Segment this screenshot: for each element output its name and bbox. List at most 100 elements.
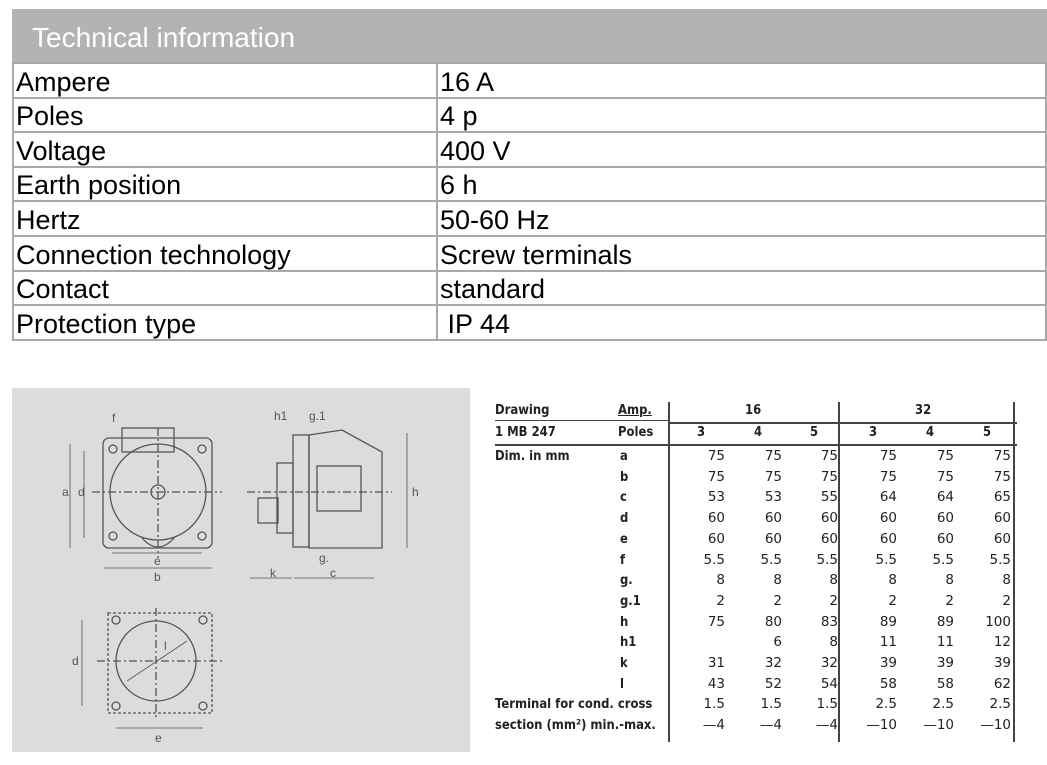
dimension-value: 75 bbox=[879, 468, 897, 485]
dimension-value: 12 bbox=[993, 634, 1011, 651]
label-b: b bbox=[154, 570, 161, 584]
dimension-value: 75 bbox=[707, 448, 725, 464]
dimension-key: g. bbox=[620, 572, 633, 589]
dimension-value: 80 bbox=[764, 613, 782, 630]
tech-row: Contact standard bbox=[12, 269, 1047, 307]
dimension-value: 83 bbox=[820, 613, 838, 630]
dimension-value: 75 bbox=[764, 468, 782, 485]
label-d: d bbox=[78, 485, 85, 499]
label-e: e bbox=[154, 554, 161, 568]
label-c: c bbox=[330, 566, 336, 580]
divider bbox=[668, 402, 670, 742]
dimension-value: 75 bbox=[993, 468, 1011, 485]
dimension-value: 58 bbox=[879, 675, 897, 692]
dimension-value: 64 bbox=[936, 489, 954, 506]
dimension-value: 75 bbox=[820, 448, 838, 464]
label-g: g. bbox=[319, 551, 329, 565]
poles-header: 3 bbox=[869, 424, 878, 440]
terminal-max: —10 bbox=[980, 717, 1011, 734]
dimension-key: l bbox=[620, 675, 624, 692]
dimension-value: 60 bbox=[707, 530, 725, 547]
divider bbox=[495, 444, 1017, 446]
dimension-key: h bbox=[620, 613, 629, 630]
dimension-value: 8 bbox=[829, 572, 838, 589]
terminal-min: 2.5 bbox=[989, 696, 1011, 713]
dimension-value: 8 bbox=[829, 634, 838, 651]
dimension-key: e bbox=[620, 530, 628, 547]
dimension-value: 53 bbox=[707, 489, 725, 506]
dimension-value: 5.5 bbox=[932, 551, 954, 568]
dimension-value: 2 bbox=[888, 592, 897, 609]
dimension-value: 75 bbox=[993, 448, 1011, 464]
terminal-max: —4 bbox=[815, 717, 838, 734]
tech-value: standard bbox=[436, 269, 1047, 307]
drawing-label: Drawing bbox=[495, 402, 550, 418]
dim-label: Dim. in mm bbox=[495, 448, 570, 464]
tech-row: Poles 4 p bbox=[12, 96, 1047, 134]
dimension-value: 75 bbox=[936, 468, 954, 485]
poles-header: 5 bbox=[983, 424, 992, 440]
dimension-value: 8 bbox=[945, 572, 954, 589]
amp-label: Amp. bbox=[618, 402, 652, 418]
dimension-key: d bbox=[620, 510, 629, 527]
dimension-value: 100 bbox=[985, 613, 1011, 630]
dimension-value: 2 bbox=[945, 592, 954, 609]
label-h1: h1 bbox=[274, 409, 288, 423]
terminal-min: 1.5 bbox=[760, 696, 782, 713]
poles-header: 3 bbox=[697, 424, 706, 440]
dimension-value: 52 bbox=[764, 675, 782, 692]
label-e-cutout: e bbox=[155, 731, 162, 745]
dimension-key: a bbox=[620, 448, 628, 464]
dimension-value: 2 bbox=[1002, 592, 1011, 609]
label-k: k bbox=[270, 566, 277, 580]
tech-row: Voltage 400 V bbox=[12, 131, 1047, 168]
dimension-value: 60 bbox=[764, 530, 782, 547]
dimension-value: 31 bbox=[707, 655, 725, 671]
dimension-value: 11 bbox=[936, 634, 954, 651]
side-view bbox=[247, 429, 408, 579]
dimension-value: 6 bbox=[773, 634, 782, 651]
terminal-min: 2.5 bbox=[875, 696, 897, 713]
dimension-value: 54 bbox=[820, 675, 838, 692]
dimension-value: 43 bbox=[707, 675, 725, 692]
terminal-label: Terminal for cond. cross bbox=[495, 696, 653, 713]
tech-row: Hertz 50-60 Hz bbox=[12, 200, 1047, 237]
tech-value: IP 44 bbox=[436, 304, 1047, 341]
section-title: Technical information bbox=[12, 9, 1047, 62]
poles-header: 5 bbox=[810, 424, 819, 440]
poles-label: Poles bbox=[618, 424, 654, 440]
dimension-value: 8 bbox=[773, 572, 782, 589]
amp-group-32: 32 bbox=[915, 402, 932, 418]
dimension-value: 89 bbox=[936, 613, 954, 630]
dimension-value: 55 bbox=[820, 489, 838, 506]
dimension-key: h1 bbox=[620, 634, 637, 651]
poles-header: 4 bbox=[754, 424, 763, 440]
front-view bbox=[69, 427, 222, 569]
dimension-value: 2 bbox=[829, 592, 838, 609]
dimension-value: 32 bbox=[820, 655, 838, 671]
dimension-value: 60 bbox=[993, 530, 1011, 547]
dimension-key: b bbox=[620, 468, 629, 485]
dimension-value: 60 bbox=[820, 510, 838, 527]
dimension-value: 8 bbox=[888, 572, 897, 589]
dimension-value: 60 bbox=[879, 530, 897, 547]
dimension-value: 11 bbox=[879, 634, 897, 651]
tech-value: Screw terminals bbox=[436, 234, 1047, 272]
tech-label: Hertz bbox=[12, 200, 438, 237]
divider bbox=[838, 402, 840, 742]
tech-label: Protection type bbox=[12, 304, 438, 341]
dimension-value: 60 bbox=[707, 510, 725, 527]
dimension-value: 60 bbox=[820, 530, 838, 547]
dimension-value: 60 bbox=[879, 510, 897, 527]
tech-row: Ampere 16 A bbox=[12, 62, 1047, 99]
divider bbox=[495, 420, 670, 421]
tech-value: 6 h bbox=[436, 165, 1047, 203]
tech-label: Ampere bbox=[12, 62, 438, 99]
tech-value: 50-60 Hz bbox=[436, 200, 1047, 237]
dimension-value: 5.5 bbox=[703, 551, 725, 568]
divider bbox=[670, 422, 1017, 424]
dimension-value: 89 bbox=[879, 613, 897, 630]
dimension-drawing: f a d e b h1 g.1 h g. k c d e l bbox=[12, 388, 470, 752]
tech-label: Contact bbox=[12, 269, 438, 307]
socket-drawing-svg: f a d e b h1 g.1 h g. k c d e l bbox=[62, 409, 419, 745]
